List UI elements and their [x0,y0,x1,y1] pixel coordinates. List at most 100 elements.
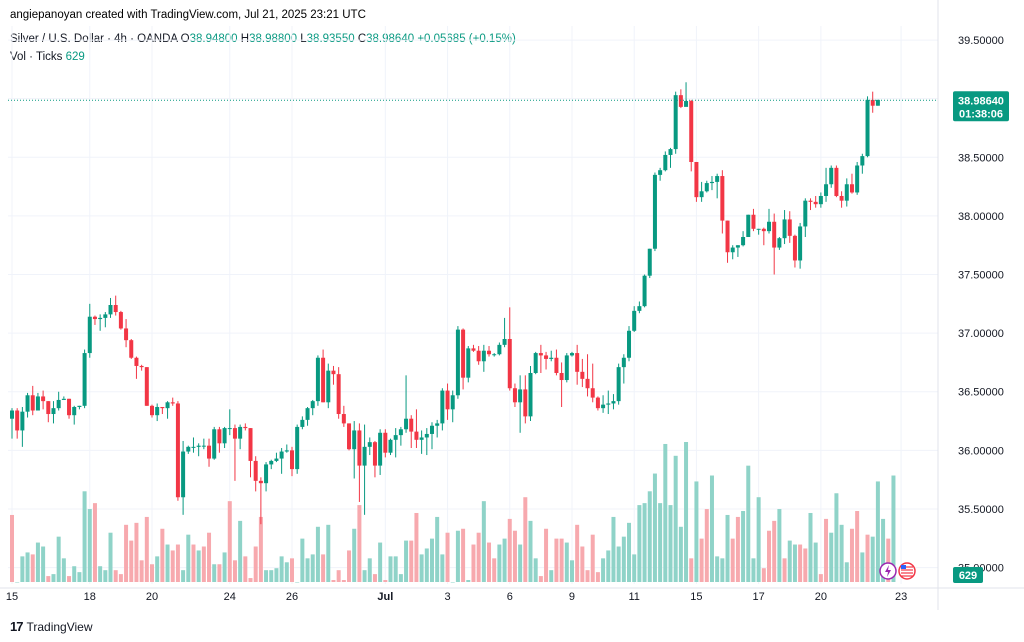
candle-body[interactable] [580,371,585,379]
candle-body[interactable] [118,312,123,329]
volume-bar[interactable] [684,442,689,582]
volume-bar[interactable] [487,542,492,582]
candle-body[interactable] [383,432,388,453]
volume-bar[interactable] [466,580,471,582]
candle-body[interactable] [149,405,154,416]
candle-body[interactable] [704,183,709,192]
volume-bar[interactable] [476,532,481,582]
candle-body[interactable] [67,398,72,416]
candle-body[interactable] [652,174,657,249]
volume-bar[interactable] [663,443,668,582]
candle-body[interactable] [315,357,320,402]
candle-body[interactable] [56,399,61,409]
candle-body[interactable] [699,191,704,198]
candle-body[interactable] [388,439,393,453]
candle-body[interactable] [678,95,683,107]
volume-bar[interactable] [860,552,865,582]
volume-bar[interactable] [621,536,626,582]
candle-body[interactable] [25,395,30,412]
candle-body[interactable] [875,99,880,106]
volume-bar[interactable] [279,556,284,582]
candle-body[interactable] [326,370,331,403]
volume-bar[interactable] [544,528,549,582]
candle-body[interactable] [751,214,756,229]
volume-bar[interactable] [507,518,512,582]
candle-body[interactable] [424,433,429,438]
candle-body[interactable] [201,445,206,447]
candle-body[interactable] [30,395,35,411]
candle-body[interactable] [709,181,714,184]
volume-bar[interactable] [77,572,82,582]
candle-body[interactable] [435,423,440,426]
candle-body[interactable] [347,423,352,450]
candle-body[interactable] [336,374,341,415]
candle-body[interactable] [569,353,574,356]
candle-body[interactable] [512,388,517,403]
candle-body[interactable] [668,149,673,155]
volume-bar[interactable] [834,493,839,582]
candle-body[interactable] [414,431,419,440]
volume-bar[interactable] [818,574,823,582]
volume-bar[interactable] [326,524,331,582]
candle-body[interactable] [741,237,746,246]
volume-bar[interactable] [20,556,25,582]
volume-bar[interactable] [777,509,782,582]
volume-bar[interactable] [611,516,616,582]
volume-bar[interactable] [782,558,787,582]
candle-body[interactable] [528,372,533,417]
candle-body[interactable] [357,430,362,466]
candle-body[interactable] [642,275,647,307]
volume-bar[interactable] [455,530,460,582]
volume-bar[interactable] [761,568,766,582]
volume-bar[interactable] [404,540,409,582]
candle-body[interactable] [372,442,377,466]
candle-body[interactable] [264,464,269,484]
candle-body[interactable] [564,355,569,381]
volume-bar[interactable] [398,574,403,582]
volume-bar[interactable] [601,558,606,582]
volume-bar[interactable] [554,538,559,582]
volume-bar[interactable] [787,540,792,582]
volume-bar[interactable] [704,509,709,582]
candle-body[interactable] [258,480,263,484]
candle-body[interactable] [554,357,559,373]
volume-bar[interactable] [746,465,751,582]
volume-bar[interactable] [149,564,154,582]
volume-bar[interactable] [238,520,243,582]
candle-body[interactable] [865,99,870,157]
candle-body[interactable] [232,428,237,439]
candle-body[interactable] [637,306,642,311]
candle-body[interactable] [160,406,165,409]
volume-bar[interactable] [440,554,445,582]
volume-bar[interactable] [730,538,735,582]
candle-body[interactable] [632,310,637,331]
candle-body[interactable] [621,357,626,368]
volume-bar[interactable] [352,528,357,582]
candle-body[interactable] [181,451,186,498]
candle-body[interactable] [715,176,720,182]
volume-bar[interactable] [258,516,263,582]
candle-body[interactable] [684,101,689,107]
volume-bar[interactable] [113,570,118,582]
volume-bar[interactable] [61,558,66,582]
candle-body[interactable] [155,406,160,416]
candle-body[interactable] [455,329,460,396]
candle-body[interactable] [227,428,232,430]
volume-bar[interactable] [87,509,92,582]
candle-body[interactable] [124,328,129,341]
volume-bar[interactable] [606,550,611,582]
candle-body[interactable] [196,445,201,447]
volume-bar[interactable] [409,540,414,582]
candle-body[interactable] [393,435,398,440]
volume-bar[interactable] [321,554,326,582]
volume-bar[interactable] [41,546,46,582]
volume-bar[interactable] [155,556,160,582]
volume-bar[interactable] [725,514,730,582]
candle-body[interactable] [20,411,25,431]
volume-bar[interactable] [632,554,637,582]
volume-bar[interactable] [595,572,600,582]
volume-bar[interactable] [243,556,248,582]
volume-bar[interactable] [844,562,849,582]
volume-bar[interactable] [435,516,440,582]
